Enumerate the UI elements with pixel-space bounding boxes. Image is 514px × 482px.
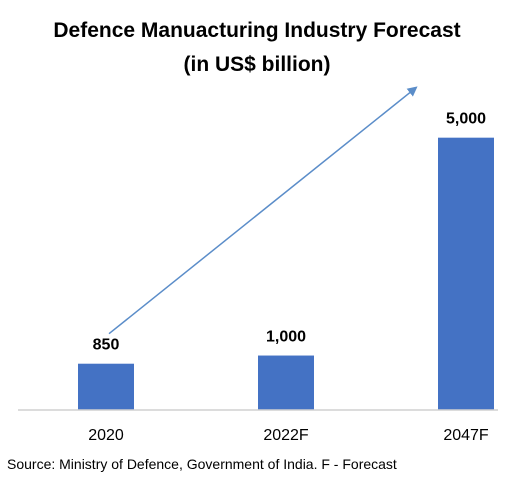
bar — [438, 137, 494, 410]
x-tick-label: 2022F — [263, 427, 309, 444]
bar — [258, 355, 314, 410]
chart-title: Defence Manuacturing Industry Forecast (… — [0, 14, 514, 82]
data-label: 850 — [93, 337, 120, 354]
bar — [78, 363, 134, 410]
x-tick-label: 2047F — [443, 427, 489, 444]
data-label: 1,000 — [266, 329, 306, 346]
chart-subtitle: (in US$ billion) — [183, 53, 331, 76]
trend-arrow — [108, 86, 418, 335]
x-tick-label: 2020 — [88, 427, 124, 444]
chart-title-main: Defence Manuacturing Industry Forecast — [53, 19, 461, 42]
source-note: Source: Ministry of Defence, Government … — [7, 456, 397, 472]
data-label: 5,000 — [446, 111, 486, 128]
